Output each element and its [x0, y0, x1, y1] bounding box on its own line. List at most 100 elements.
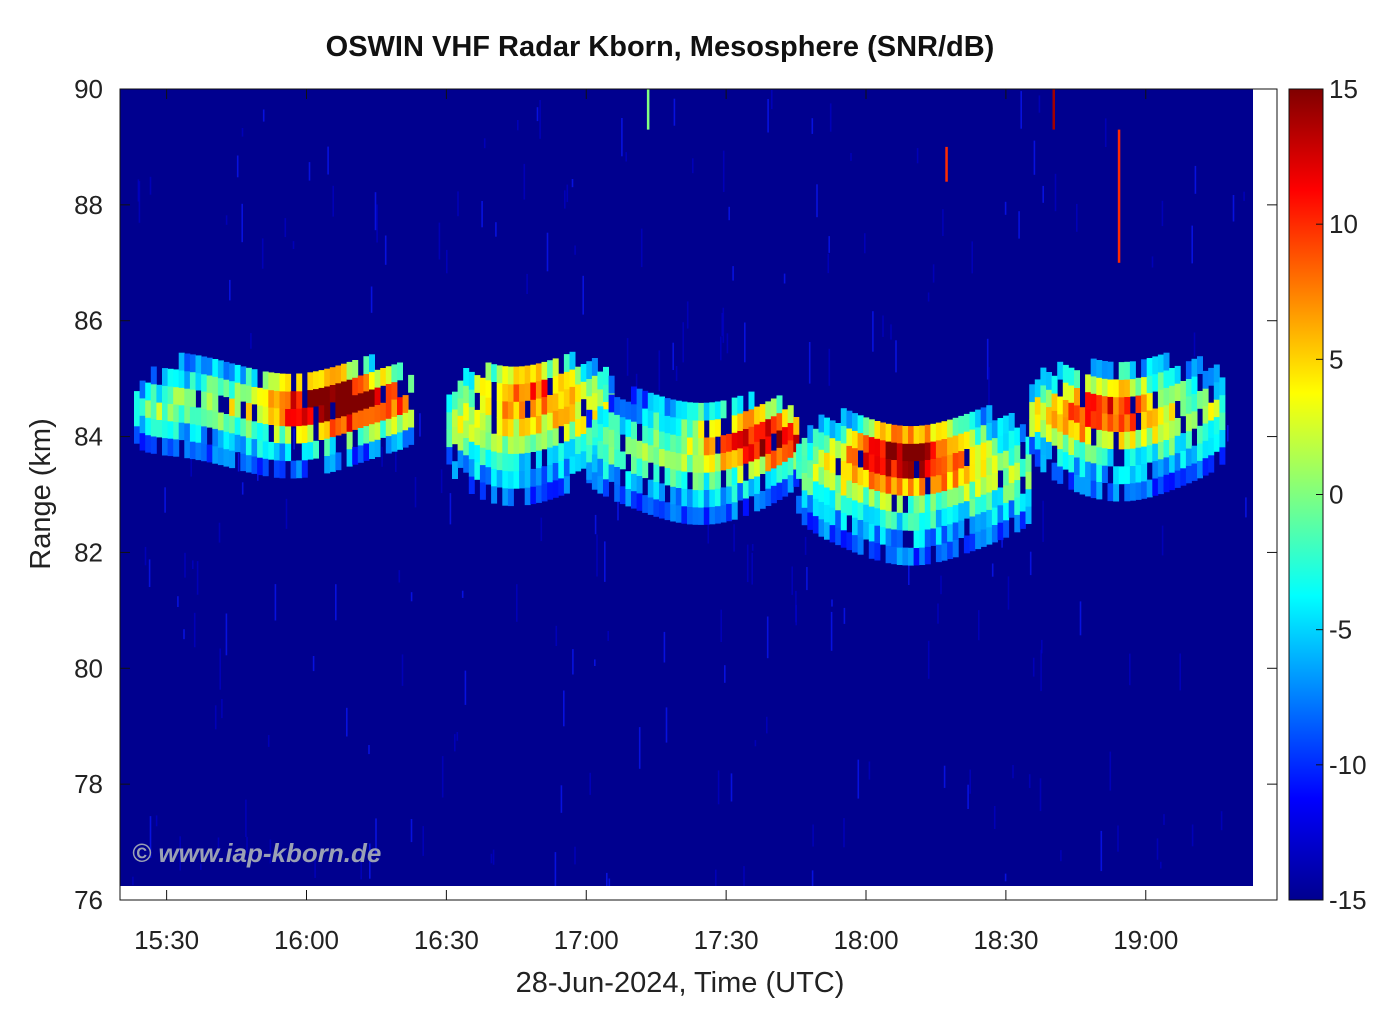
echo-cell: [586, 444, 593, 463]
echo-cell: [1202, 405, 1209, 424]
echo-cell: [731, 484, 738, 503]
noise-streak: [1042, 185, 1044, 203]
echo-cell: [1163, 387, 1170, 406]
echo-cell: [357, 375, 364, 394]
echo-cell: [1118, 414, 1125, 432]
noise-streak: [566, 184, 569, 203]
echo-cell: [1191, 445, 1198, 464]
echo-cell: [829, 420, 836, 439]
echo-cell: [653, 481, 660, 500]
echo-cell: [659, 483, 665, 502]
echo-cell: [1068, 471, 1075, 490]
echo-cell: [324, 438, 331, 456]
echo-cell: [619, 486, 626, 505]
echo-cell: [1057, 413, 1064, 432]
echo-cell: [812, 463, 819, 482]
echo-cell: [857, 536, 864, 555]
echo-cell: [703, 489, 710, 508]
echo-cell: [552, 427, 559, 446]
echo-cell: [759, 404, 766, 422]
echo-cell: [374, 369, 381, 388]
noise-streak: [267, 735, 270, 747]
echo-cell: [363, 356, 370, 374]
noise-streak: [164, 487, 166, 513]
noise-streak: [456, 732, 459, 741]
echo-cell: [1157, 406, 1164, 425]
noise-streak: [196, 561, 199, 595]
echo-cell: [1074, 474, 1080, 493]
echo-cell: [1014, 497, 1021, 515]
echo-cell: [206, 444, 213, 463]
x-tick-label: 17:00: [554, 925, 619, 955]
echo-cell: [840, 512, 847, 531]
echo-cell: [563, 475, 570, 494]
echo-cell: [796, 495, 803, 514]
echo-cell: [530, 468, 537, 487]
echo-cell: [631, 473, 637, 492]
echo-cell: [279, 373, 286, 392]
echo-cell: [692, 507, 699, 525]
echo-spike: [1117, 129, 1121, 263]
echo-cell: [653, 464, 660, 482]
echo-cell: [608, 412, 615, 430]
echo-cell: [698, 420, 705, 439]
noise-streak: [942, 209, 944, 236]
echo-cell: [513, 436, 520, 454]
echo-cell: [285, 408, 292, 427]
echo-cell: [1068, 437, 1075, 455]
echo-cell: [787, 457, 794, 476]
echo-cell: [257, 422, 264, 441]
echo-cell: [891, 476, 898, 495]
noise-streak: [293, 428, 295, 450]
echo-cell: [1129, 430, 1136, 449]
echo-cell: [346, 361, 353, 380]
noise-streak: [571, 179, 574, 188]
noise-streak: [986, 338, 989, 380]
echo-cell: [1152, 460, 1159, 479]
echo-spike: [1052, 89, 1055, 130]
echo-cell: [776, 395, 783, 414]
echo-cell: [765, 488, 772, 506]
echo-cell: [919, 529, 926, 548]
echo-cell: [502, 366, 509, 384]
echo-cell: [1213, 434, 1220, 452]
echo-cell: [374, 439, 381, 458]
echo-cell: [1068, 454, 1075, 473]
echo-cell: [519, 435, 526, 454]
echo-cell: [273, 442, 280, 461]
echo-cell: [782, 409, 789, 428]
echo-cell: [1124, 483, 1131, 502]
noise-streak: [811, 118, 814, 134]
echo-cell: [507, 401, 514, 420]
echo-cell: [1019, 424, 1026, 442]
echo-cell: [346, 448, 353, 467]
echo-cell: [681, 488, 688, 507]
echo-cell: [245, 367, 252, 386]
echo-cell: [631, 421, 637, 440]
noise-streak: [1245, 497, 1247, 518]
echo-cell: [975, 461, 982, 480]
noise-streak: [890, 324, 892, 340]
echo-cell: [947, 454, 954, 473]
noise-streak: [384, 235, 387, 265]
echo-cell: [245, 454, 252, 473]
echo-cell: [692, 402, 699, 421]
echo-cell: [1062, 451, 1069, 470]
colorbar-tick-label: -5: [1329, 615, 1352, 645]
noise-streak: [374, 192, 377, 231]
noise-streak: [563, 690, 565, 727]
echo-cell: [1180, 450, 1187, 469]
echo-cell: [1062, 417, 1069, 435]
echo-cell: [664, 415, 671, 434]
echo-cell: [664, 467, 671, 486]
noise-streak: [241, 482, 244, 495]
noise-streak: [882, 315, 884, 337]
echo-cell: [474, 444, 481, 463]
echo-cell: [846, 462, 853, 481]
echo-cell: [1146, 392, 1153, 411]
echo-cell: [156, 384, 163, 403]
noise-streak: [604, 541, 606, 582]
echo-cell: [552, 410, 559, 429]
echo-cell: [262, 441, 269, 459]
echo-cell: [952, 417, 959, 436]
